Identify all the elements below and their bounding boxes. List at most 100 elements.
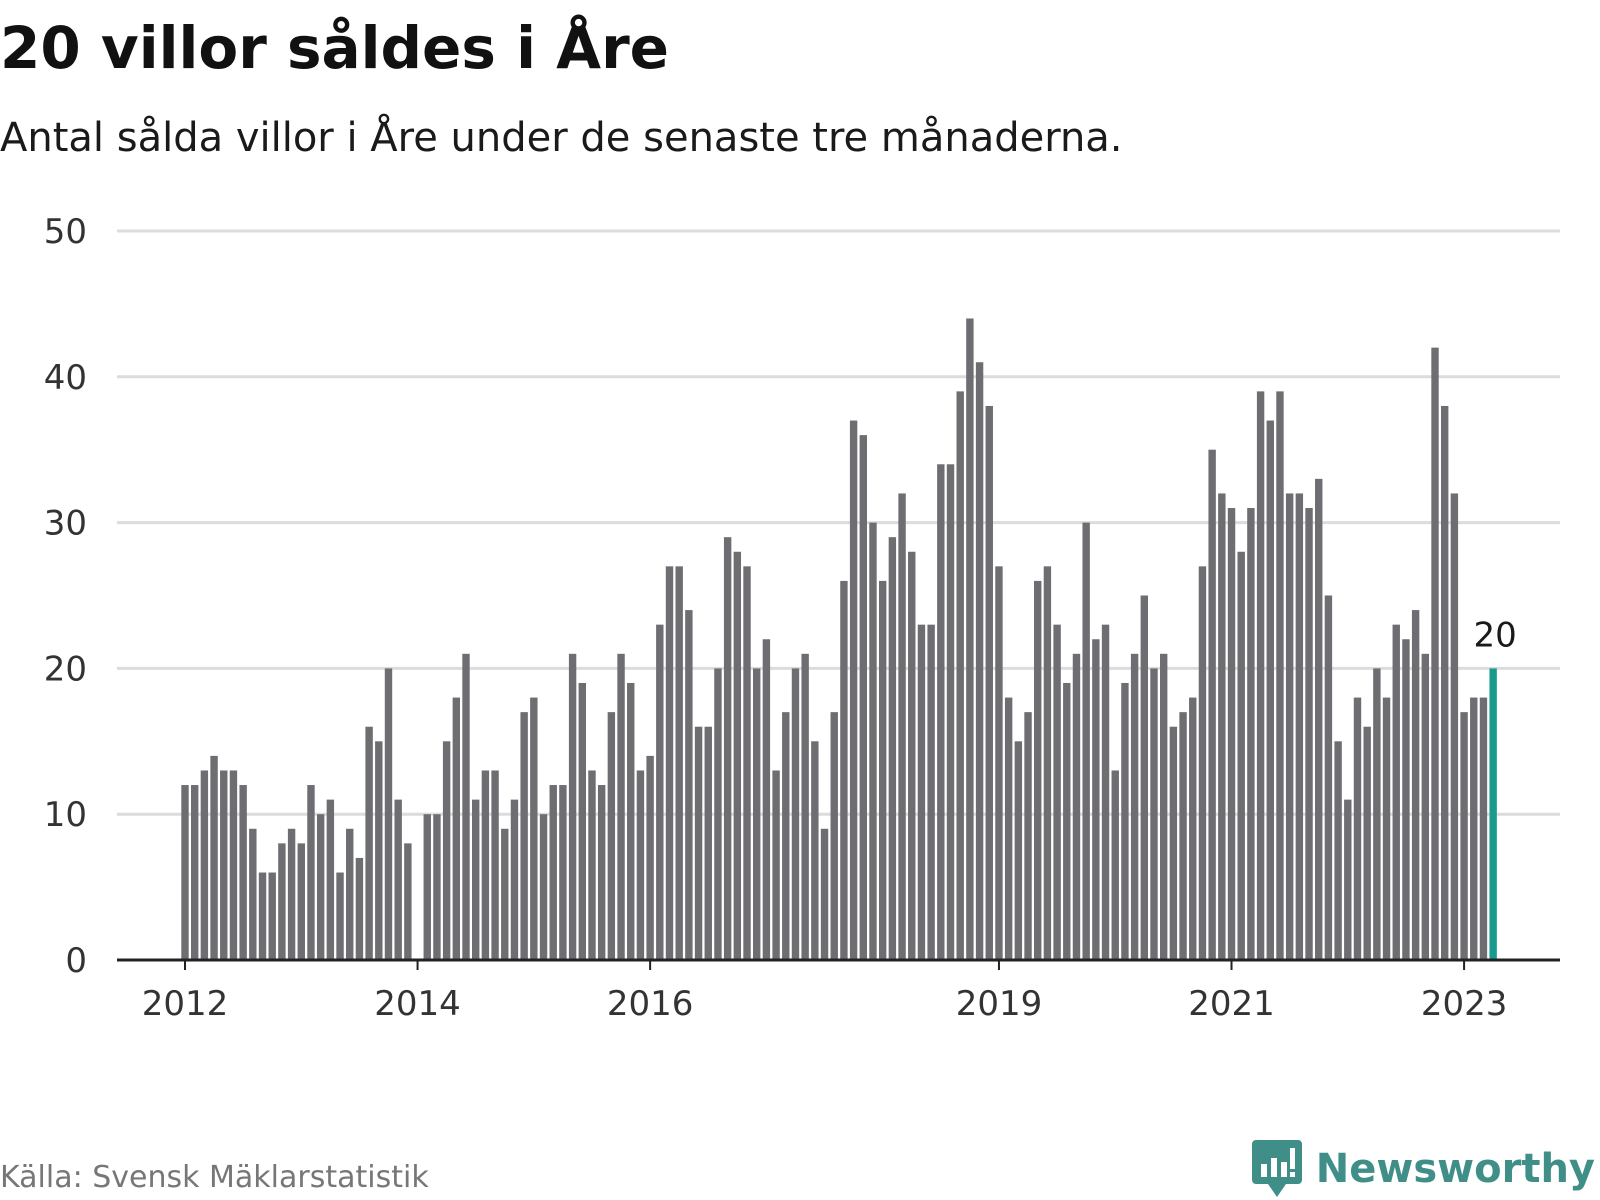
bar: [1121, 682, 1129, 960]
bar: [762, 639, 771, 960]
bar: [249, 828, 257, 960]
bar: [181, 785, 189, 960]
bar: [307, 785, 315, 960]
bar: [297, 843, 305, 960]
bar: [1441, 405, 1449, 961]
bar: [1421, 653, 1430, 960]
bar: [1150, 668, 1158, 960]
bar: [258, 872, 267, 960]
bar: [811, 741, 819, 960]
bar: [1295, 493, 1304, 960]
x-tick-label: 2023: [1421, 984, 1508, 1024]
bar: [1344, 799, 1352, 960]
x-tick-label: 2014: [374, 984, 461, 1024]
bar: [326, 799, 335, 960]
gridlines: [117, 229, 1560, 816]
bars: [181, 318, 1497, 961]
bar: [743, 566, 751, 960]
chart-subtitle: Antal sålda villor i Åre under de senast…: [0, 115, 1123, 161]
bar: [1237, 551, 1245, 960]
bar: [239, 785, 247, 960]
bar: [675, 566, 683, 960]
bar: [1305, 508, 1313, 960]
bar: [220, 770, 228, 960]
bar: [1218, 493, 1226, 960]
bar: [452, 697, 461, 960]
bar: [597, 785, 606, 960]
bar: [1353, 697, 1362, 960]
bar: [733, 551, 742, 960]
bar: [927, 624, 935, 960]
bar: [820, 828, 829, 960]
bar: [656, 624, 664, 960]
bar: [1004, 697, 1013, 960]
bar: [966, 318, 974, 961]
bar: [1159, 653, 1168, 960]
bar: [1198, 566, 1207, 960]
bar: [1324, 595, 1333, 960]
bar: [1043, 566, 1052, 960]
bar: [1363, 726, 1371, 960]
bar: [510, 799, 519, 960]
highlight-bar: [1489, 668, 1497, 960]
bar: [704, 726, 712, 960]
bar: [898, 493, 906, 960]
bar: [782, 712, 790, 960]
bar: [1227, 508, 1236, 960]
x-tick-label: 2021: [1188, 984, 1275, 1024]
bar: [1014, 741, 1023, 960]
y-tick-label: 50: [44, 212, 87, 252]
bar: [995, 566, 1003, 960]
bar: [462, 653, 470, 960]
bar: [539, 814, 548, 960]
bar: [316, 814, 325, 960]
bar: [1460, 712, 1468, 960]
bar: [549, 785, 557, 960]
bar: [985, 405, 993, 961]
bar: [1247, 508, 1255, 960]
bar: [568, 653, 577, 960]
bar: [772, 770, 780, 960]
bar: [1285, 493, 1294, 960]
bar: [1479, 697, 1488, 960]
y-tick-label: 30: [44, 504, 87, 544]
bar: [636, 770, 645, 960]
bar: [190, 785, 199, 960]
bar: [723, 537, 732, 960]
bar: [336, 872, 344, 960]
y-tick-label: 20: [44, 649, 87, 689]
bar: [384, 668, 393, 960]
bar: [1470, 697, 1478, 960]
y-tick-label: 40: [44, 358, 87, 398]
bar: [472, 799, 480, 960]
bar: [1169, 726, 1178, 960]
bar: [1402, 639, 1410, 960]
bar: [1053, 624, 1061, 960]
bar: [578, 682, 586, 960]
bar: [714, 668, 722, 960]
x-tick-label: 2012: [142, 984, 229, 1024]
bar: [442, 741, 451, 960]
bar: [1024, 712, 1032, 960]
bar: [1373, 668, 1381, 960]
bar: [859, 435, 867, 960]
bar: [917, 624, 926, 960]
bar: [1101, 624, 1110, 960]
bar: [229, 770, 238, 960]
brand-logo: Newsworthy: [1251, 1140, 1595, 1198]
bar: [1111, 770, 1119, 960]
bar: [801, 653, 809, 960]
bar: [888, 537, 897, 960]
bar: [355, 857, 364, 960]
bar: [791, 668, 800, 960]
bar: [685, 610, 693, 960]
bar: [908, 551, 916, 960]
bar: [878, 580, 887, 960]
bar: [627, 682, 635, 960]
bar: [1072, 653, 1081, 960]
bar: [1140, 595, 1149, 960]
bar: [946, 464, 955, 960]
bar: [346, 828, 354, 960]
bar: [937, 464, 945, 960]
bar: [1208, 449, 1216, 960]
